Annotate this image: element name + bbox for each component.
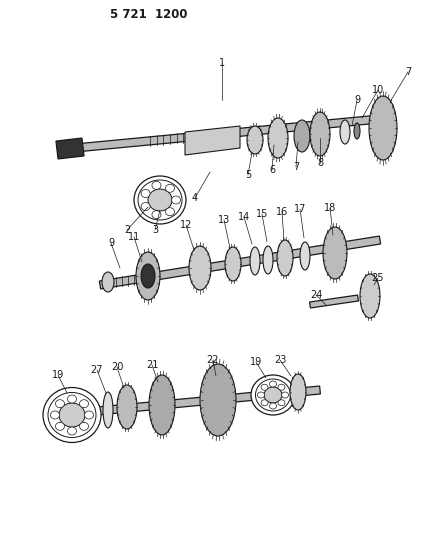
Ellipse shape	[340, 120, 350, 144]
Text: 3: 3	[152, 225, 158, 235]
Ellipse shape	[172, 196, 181, 204]
Ellipse shape	[152, 211, 161, 219]
Ellipse shape	[141, 264, 155, 288]
Ellipse shape	[200, 364, 236, 436]
Text: 6: 6	[269, 165, 275, 175]
Ellipse shape	[278, 384, 285, 390]
Text: 19: 19	[52, 370, 64, 380]
Text: 9: 9	[108, 238, 114, 248]
Ellipse shape	[264, 387, 282, 403]
Ellipse shape	[360, 274, 380, 318]
Text: 14: 14	[238, 212, 250, 222]
Text: 5 721  1200: 5 721 1200	[110, 8, 187, 21]
Ellipse shape	[103, 392, 113, 428]
Ellipse shape	[68, 427, 77, 435]
Text: 17: 17	[294, 204, 306, 214]
Text: 18: 18	[324, 203, 336, 213]
Ellipse shape	[141, 190, 150, 198]
Ellipse shape	[166, 184, 175, 192]
Ellipse shape	[51, 411, 59, 419]
Ellipse shape	[247, 126, 263, 154]
Ellipse shape	[80, 422, 89, 430]
Text: 21: 21	[146, 360, 158, 370]
Text: 24: 24	[310, 290, 322, 300]
Text: 9: 9	[354, 95, 360, 105]
Ellipse shape	[369, 96, 397, 160]
Ellipse shape	[277, 240, 293, 276]
Text: 25: 25	[372, 273, 384, 283]
Ellipse shape	[43, 387, 101, 442]
Ellipse shape	[189, 246, 211, 290]
Ellipse shape	[300, 242, 310, 270]
Ellipse shape	[141, 203, 150, 211]
Ellipse shape	[80, 400, 89, 408]
Polygon shape	[74, 114, 390, 152]
Polygon shape	[55, 386, 321, 419]
Ellipse shape	[310, 112, 330, 156]
Polygon shape	[56, 138, 84, 159]
Ellipse shape	[256, 379, 291, 411]
Ellipse shape	[250, 247, 260, 275]
Text: 7: 7	[405, 67, 411, 77]
Ellipse shape	[294, 120, 310, 152]
Ellipse shape	[134, 176, 186, 224]
Ellipse shape	[56, 422, 65, 430]
Polygon shape	[99, 236, 380, 289]
Ellipse shape	[59, 403, 85, 427]
Ellipse shape	[354, 123, 360, 139]
Text: 15: 15	[256, 209, 268, 219]
Ellipse shape	[278, 400, 285, 406]
Text: 10: 10	[372, 85, 384, 95]
Text: 1: 1	[219, 58, 225, 68]
Ellipse shape	[148, 189, 172, 211]
Ellipse shape	[149, 375, 175, 435]
Text: 13: 13	[218, 215, 230, 225]
Ellipse shape	[117, 385, 137, 429]
Ellipse shape	[282, 392, 288, 398]
Text: 7: 7	[293, 162, 299, 172]
Ellipse shape	[323, 227, 347, 279]
Text: 16: 16	[276, 207, 288, 217]
Text: 4: 4	[192, 193, 198, 203]
Ellipse shape	[48, 392, 96, 438]
Ellipse shape	[268, 118, 288, 158]
Text: 11: 11	[128, 232, 140, 242]
Ellipse shape	[270, 403, 276, 409]
Text: 27: 27	[91, 365, 103, 375]
Text: 20: 20	[111, 362, 123, 372]
Text: 23: 23	[274, 355, 286, 365]
Ellipse shape	[56, 400, 65, 408]
Polygon shape	[309, 295, 358, 308]
Ellipse shape	[290, 374, 306, 410]
Text: 19: 19	[250, 357, 262, 367]
Ellipse shape	[251, 375, 295, 415]
Ellipse shape	[270, 381, 276, 387]
Text: 22: 22	[207, 355, 219, 365]
Ellipse shape	[68, 395, 77, 403]
Text: 5: 5	[245, 170, 251, 180]
Ellipse shape	[136, 252, 160, 300]
Ellipse shape	[263, 246, 273, 274]
Ellipse shape	[261, 400, 268, 406]
Ellipse shape	[166, 208, 175, 216]
Ellipse shape	[138, 180, 182, 220]
Ellipse shape	[102, 272, 114, 292]
Text: 2: 2	[124, 225, 130, 235]
Ellipse shape	[84, 411, 93, 419]
Text: 12: 12	[180, 220, 192, 230]
Ellipse shape	[225, 247, 241, 281]
Ellipse shape	[258, 392, 265, 398]
Text: 8: 8	[317, 158, 323, 168]
Polygon shape	[185, 126, 240, 155]
Ellipse shape	[152, 181, 161, 189]
Ellipse shape	[261, 384, 268, 390]
